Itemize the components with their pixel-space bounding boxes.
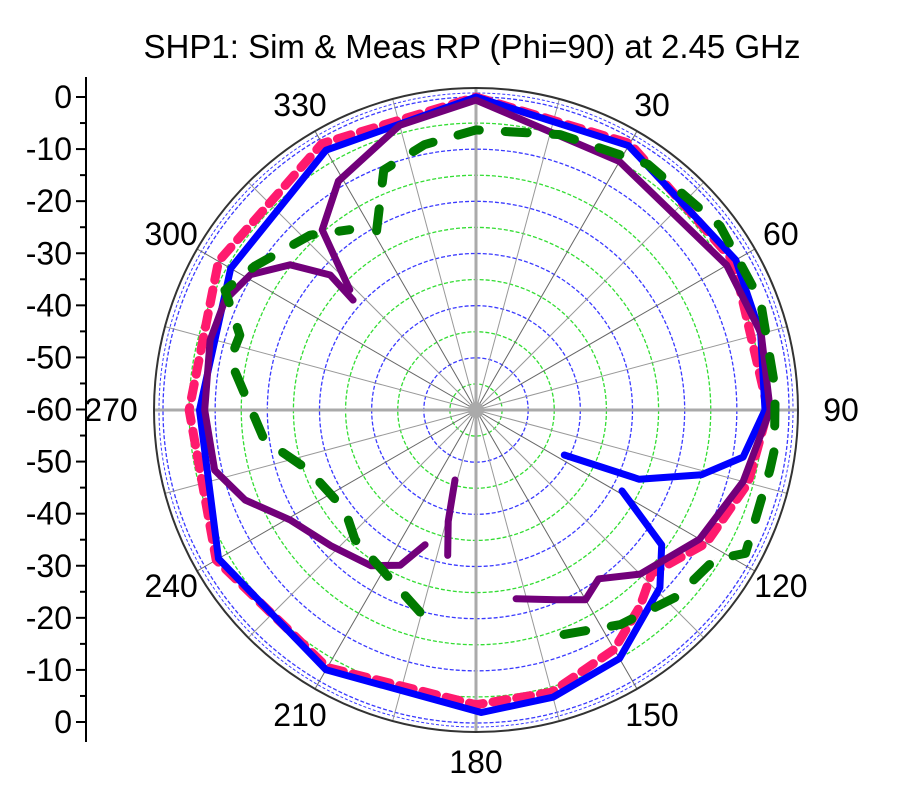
series-line	[220, 225, 425, 617]
angle-tick-label: 90	[823, 392, 859, 428]
grid-spoke	[475, 98, 560, 411]
radial-tick-label: -10	[26, 131, 72, 167]
angle-tick-label: 240	[144, 568, 197, 604]
angle-labels: 30 60 90 120 150 180 210 240 270 300 330	[84, 87, 858, 780]
radial-tick-label: 0	[54, 704, 72, 740]
grid-spoke	[475, 409, 788, 494]
grid-spoke	[247, 409, 477, 639]
grid-spoke	[475, 130, 638, 411]
grid-spoke	[475, 248, 756, 411]
grid-spoke	[314, 409, 477, 690]
angle-tick-label: 60	[763, 216, 799, 252]
grid-spoke	[164, 409, 477, 494]
angle-tick-label: 270	[84, 392, 137, 428]
grid-spoke	[475, 181, 705, 411]
grid-spoke	[475, 409, 756, 572]
angle-tick-label: 30	[634, 87, 670, 123]
radial-tick-label: -50	[26, 339, 72, 375]
series-line	[372, 125, 780, 640]
angle-tick-label: 300	[144, 216, 197, 252]
grid-spoke	[196, 409, 477, 572]
radial-tick-label: -30	[26, 548, 72, 584]
radial-tick-label: -20	[26, 600, 72, 636]
series-line	[444, 476, 459, 559]
grid-spoke	[392, 409, 477, 722]
angle-tick-label: 210	[273, 697, 326, 733]
radial-axis: 0 -10 -20 -30 -40 -50 -60 -50 -40 -30 -20 -10 0	[26, 77, 87, 742]
polar-grid	[153, 87, 799, 733]
angle-tick-label: 180	[449, 744, 502, 780]
grid-spoke	[475, 409, 638, 690]
radial-tick-label: 0	[54, 79, 72, 115]
grid-spoke	[475, 409, 560, 722]
angle-tick-label: 330	[273, 87, 326, 123]
grid-spoke	[475, 326, 788, 411]
grid-spoke	[392, 98, 477, 411]
grid-spoke	[247, 181, 477, 411]
radial-tick-label: -40	[26, 496, 72, 532]
series-group	[184, 92, 780, 716]
radial-tick-label: -10	[26, 652, 72, 688]
radial-tick-label: -60	[26, 392, 72, 428]
radial-tick-label: -30	[26, 235, 72, 271]
radial-tick-label: -20	[26, 183, 72, 219]
radial-tick-label: -40	[26, 287, 72, 323]
chart-title: SHP1: Sim & Meas RP (Phi=90) at 2.45 GHz	[143, 28, 801, 65]
center-dot	[468, 402, 484, 418]
series-line	[318, 96, 774, 604]
radial-tick-label: -50	[26, 444, 72, 480]
grid-spoke	[196, 248, 477, 411]
angle-tick-label: 120	[754, 568, 807, 604]
angle-tick-label: 150	[625, 697, 678, 733]
outer-circle	[153, 87, 799, 733]
series-line	[201, 261, 429, 570]
series-line	[196, 93, 666, 716]
